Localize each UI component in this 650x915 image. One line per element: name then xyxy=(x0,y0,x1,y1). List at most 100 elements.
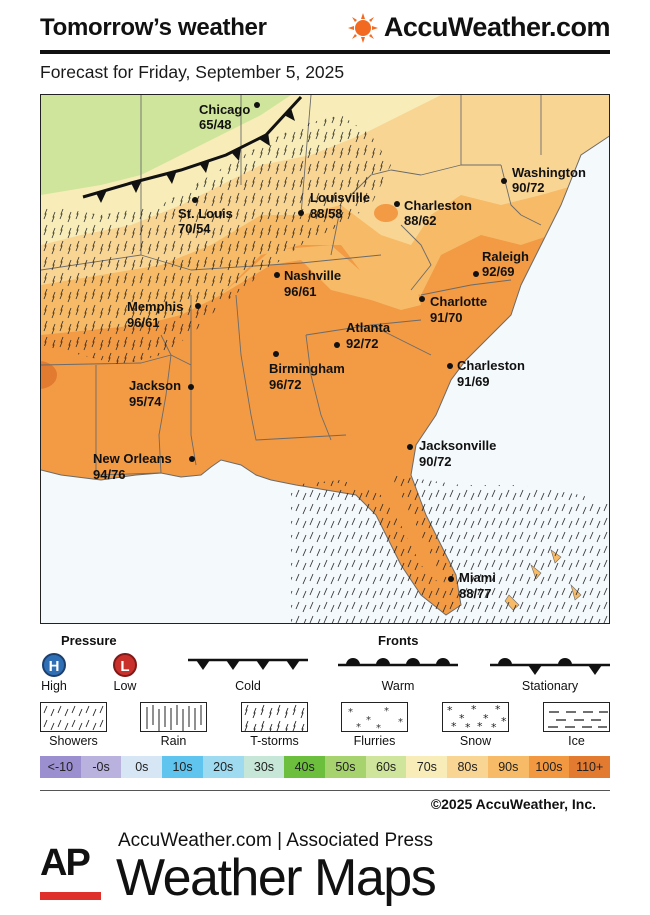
svg-text:*: * xyxy=(465,721,471,732)
city-temps: 94/76 xyxy=(93,467,126,482)
page-title: Tomorrow’s weather xyxy=(40,14,267,41)
city-temps: 70/54 xyxy=(178,221,211,236)
temp-scale-cell: <-10 xyxy=(40,756,81,778)
flurries-swatch: * * * * * * xyxy=(341,702,408,732)
svg-text:*: * xyxy=(477,720,483,732)
temp-scale-cell: 10s xyxy=(162,756,203,778)
copyright: ©2025 AccuWeather, Inc. xyxy=(430,796,596,812)
temp-scale-cell: -0s xyxy=(80,756,122,778)
svg-text:*: * xyxy=(398,717,403,728)
city-name: Charlotte xyxy=(430,294,487,309)
low-label: Low xyxy=(113,679,137,693)
snow-label: Snow xyxy=(459,734,492,748)
rain-swatch xyxy=(140,702,207,732)
city-temps: 96/61 xyxy=(284,284,317,299)
temp-scale-cell: 50s xyxy=(325,756,366,778)
city-name: Jacksonville xyxy=(419,438,496,453)
svg-text:*: * xyxy=(451,720,457,732)
ice-label: Ice xyxy=(568,734,585,748)
header: Tomorrow’s weather AccuWeather.com xyxy=(40,8,611,54)
pressure-heading: Pressure xyxy=(61,633,117,648)
footer-title: Weather Maps xyxy=(116,849,437,907)
city-name: Raleigh xyxy=(482,249,529,264)
temp-scale-cell: 90s xyxy=(487,756,529,778)
city-temps: 90/72 xyxy=(512,180,545,195)
city-name: Jackson xyxy=(129,378,181,393)
city-name: Nashville xyxy=(284,268,341,283)
footer: AP AccuWeather.com | Associated Press We… xyxy=(40,828,610,908)
temp-scale-cell: 80s xyxy=(447,756,488,778)
temp-scale-cell: 70s xyxy=(406,756,448,778)
ap-logo-bar xyxy=(40,892,101,900)
flurries-label: Flurries xyxy=(353,734,396,748)
city-name: Charleston xyxy=(404,198,472,213)
forecast-date: Forecast for Friday, September 5, 2025 xyxy=(40,62,345,82)
city-temps: 88/62 xyxy=(404,213,437,228)
map-legend: Pressure H High L Low Fronts Cold Warm S… xyxy=(40,630,611,780)
temp-scale-cell: 110+ xyxy=(569,756,611,778)
city-name: Chicago xyxy=(199,102,250,117)
svg-text:*: * xyxy=(483,712,489,725)
ice-swatch xyxy=(543,702,610,732)
svg-text:*: * xyxy=(495,703,501,716)
city-temps: 65/48 xyxy=(199,117,232,132)
city-temps: 92/72 xyxy=(346,336,379,351)
city-name: New Orleans xyxy=(93,451,172,466)
brand-name: AccuWeather.com xyxy=(383,12,611,42)
footer-credit: AccuWeather.com | Associated Press xyxy=(118,830,434,851)
temp-scale-cell: 60s xyxy=(365,756,407,778)
svg-text:*: * xyxy=(471,703,477,716)
svg-text:*: * xyxy=(491,721,497,732)
showers-swatch xyxy=(40,702,107,732)
city-temps: 88/77 xyxy=(459,586,492,601)
fronts-heading: Fronts xyxy=(378,633,419,648)
svg-text:*: * xyxy=(501,715,507,728)
ap-logo: AP xyxy=(40,842,91,884)
city-name: Atlanta xyxy=(346,320,391,335)
city-temps: 91/70 xyxy=(430,310,463,325)
city-temps: 88/58 xyxy=(310,206,343,221)
brand: AccuWeather.com xyxy=(347,12,611,43)
city-name: Washington xyxy=(512,165,586,180)
city-name: St. Louis xyxy=(178,206,233,221)
svg-text:*: * xyxy=(356,722,361,732)
city-temps: 96/72 xyxy=(269,377,302,392)
svg-text:*: * xyxy=(348,707,353,718)
cold-front-icon xyxy=(188,658,308,670)
temperature-scale: <-10 -0s 0s 10s 20s 30s 40s 50s 60s 70s 80s 90s 100s… xyxy=(40,756,611,778)
city-name: Memphis xyxy=(127,299,183,314)
weather-map: Chicago 65/48 St. Louis 70/54 Louisville… xyxy=(40,94,610,624)
city-temps: 90/72 xyxy=(419,454,452,469)
temp-scale-cell: 100s xyxy=(528,756,570,778)
city-name: Birmingham xyxy=(269,361,345,376)
showers-label: Showers xyxy=(49,734,98,748)
divider xyxy=(40,790,610,791)
city-name: Miami xyxy=(459,570,496,585)
tstorms-label: T-storms xyxy=(250,734,299,748)
tstorms-swatch xyxy=(241,702,308,732)
svg-text:*: * xyxy=(384,706,389,717)
city-temps: 91/69 xyxy=(457,374,490,389)
sun-icon xyxy=(347,12,378,43)
high-pressure-icon: H xyxy=(42,653,66,677)
svg-text:*: * xyxy=(459,712,465,725)
high-label: High xyxy=(41,679,67,693)
svg-text:*: * xyxy=(366,715,371,726)
temp-scale-cell: 20s xyxy=(202,756,244,778)
cold-label: Cold xyxy=(235,679,261,693)
city-temps: 96/61 xyxy=(127,315,160,330)
stationary-front-icon xyxy=(490,658,610,675)
snow-swatch: * * * * * * * * * * xyxy=(442,702,509,732)
stationary-label: Stationary xyxy=(521,679,579,693)
svg-text:*: * xyxy=(376,723,381,732)
temp-scale-cell: 30s xyxy=(243,756,285,778)
warm-front-icon xyxy=(338,658,458,667)
city-temps: 95/74 xyxy=(129,394,162,409)
map-graphic: Chicago 65/48 St. Louis 70/54 Louisville… xyxy=(41,95,609,623)
rain-label: Rain xyxy=(160,734,187,748)
temp-scale-cell: 0s xyxy=(121,756,163,778)
temp-scale-cell: 40s xyxy=(284,756,326,778)
city-name: Louisville xyxy=(310,190,370,205)
city-temps: 92/69 xyxy=(482,264,515,279)
svg-text:*: * xyxy=(447,704,453,717)
